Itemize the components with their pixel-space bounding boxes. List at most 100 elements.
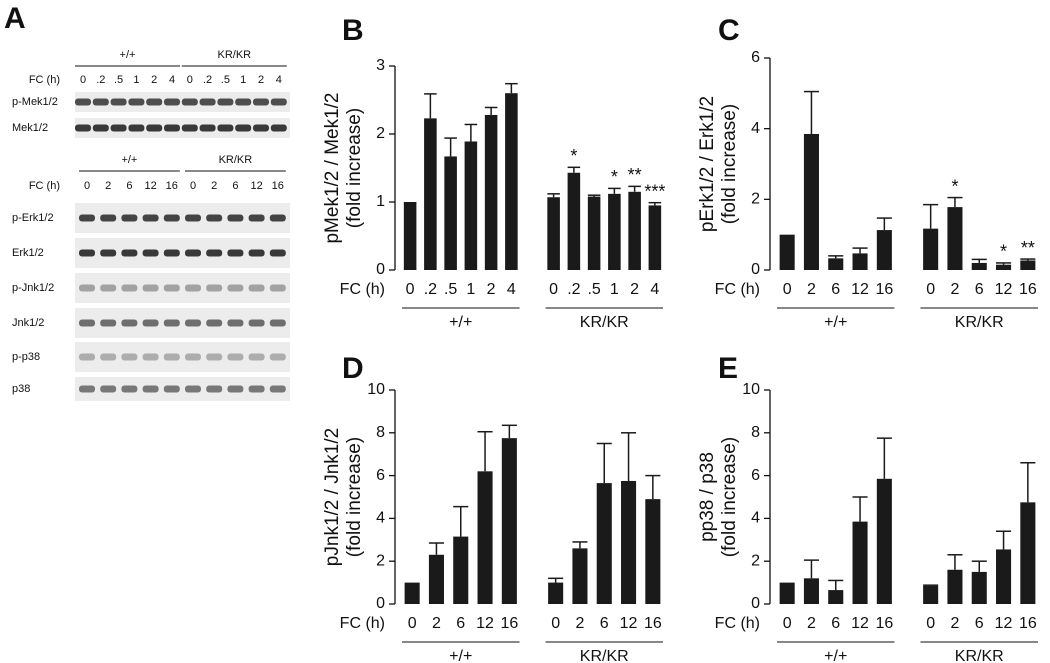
blot-band (110, 98, 127, 106)
x-tick-label: 0 (783, 615, 792, 632)
bar (501, 438, 517, 604)
error-bar (464, 123, 478, 142)
error-bar (596, 442, 612, 484)
y-tick-label: 4 (751, 120, 760, 137)
x-tick-label: 0 (783, 281, 792, 298)
x-tick-label: 16 (1019, 281, 1037, 298)
lane-label: 2 (211, 180, 217, 192)
x-tick-label: .2 (567, 281, 580, 298)
y-axis-label: (fold increase) (719, 437, 740, 557)
bar (947, 207, 963, 270)
error-bar (947, 554, 963, 570)
lane-label: 2 (258, 74, 264, 86)
lane-label: .2 (96, 74, 105, 86)
y-tick-label: 2 (376, 552, 385, 569)
x-tick-label: 6 (831, 281, 840, 298)
bar (828, 258, 844, 270)
blot-band (79, 385, 95, 393)
error-bar (587, 194, 601, 197)
significance-label: * (570, 146, 577, 166)
blot-band (206, 319, 223, 327)
blot-band (92, 98, 109, 106)
lane-label: 6 (232, 180, 238, 192)
y-tick-label: 4 (376, 510, 385, 527)
error-bar (648, 201, 662, 206)
blot-band (121, 284, 138, 292)
y-axis-label: pMek1/2 / Mek1/2 (322, 92, 343, 243)
lane-label: 0 (84, 180, 90, 192)
error-bar (645, 474, 661, 500)
group-label: KR/KR (217, 49, 251, 61)
error-bar (828, 255, 844, 259)
blot-band (185, 319, 201, 327)
blot-row-label: p-Erk1/2 (12, 212, 54, 224)
panel-letter: C (718, 14, 740, 47)
x-tick-label: 6 (456, 615, 465, 632)
blot-band (100, 319, 117, 327)
bar (876, 478, 892, 604)
group-label: KR/KR (580, 648, 629, 663)
error-bar (608, 187, 621, 194)
x-tick-label: 0 (406, 281, 415, 298)
significance-label: * (951, 176, 958, 196)
y-tick-label: 10 (367, 381, 385, 398)
x-tick-label: 12 (476, 615, 494, 632)
error-bar (628, 185, 641, 192)
bar (453, 536, 469, 604)
blot-band (146, 124, 163, 132)
x-tick-label: 6 (975, 615, 984, 632)
error-bar (505, 82, 518, 94)
blot-band (163, 319, 180, 327)
blot-band (110, 124, 127, 132)
group-label: +/+ (449, 314, 472, 331)
blot-band (75, 124, 91, 132)
y-tick-label: 2 (751, 191, 760, 208)
blot-band (206, 385, 223, 393)
blot-band (270, 98, 287, 106)
x-tick-label: 12 (620, 615, 638, 632)
x-tick-label: 12 (995, 615, 1013, 632)
significance-label: ** (1021, 238, 1035, 258)
bar (1020, 502, 1036, 604)
panel-letter: E (718, 352, 738, 385)
y-tick-label: 8 (376, 424, 385, 441)
lane-label: 1 (240, 74, 246, 86)
y-axis-label: pp38 / p38 (697, 452, 718, 542)
y-tick-label: 6 (751, 467, 760, 484)
error-bar (1020, 462, 1036, 503)
blot-band (248, 319, 265, 327)
lane-label: 2 (151, 74, 157, 86)
error-bar (1020, 258, 1036, 261)
group-label: KR/KR (955, 648, 1004, 663)
x-axis-label: FC (h) (715, 281, 760, 298)
error-bar (548, 577, 564, 583)
blot-band (227, 319, 244, 327)
x-tick-label: 2 (807, 615, 816, 632)
bar (996, 264, 1012, 270)
bar (608, 193, 621, 270)
x-tick-label: 6 (600, 615, 609, 632)
y-axis-label: pErk1/2 / Erk1/2 (697, 96, 718, 232)
bar (587, 196, 601, 270)
bar (547, 197, 560, 270)
y-axis-label: pJnk1/2 / Jnk1/2 (322, 428, 343, 566)
x-tick-label: 6 (975, 281, 984, 298)
bar (923, 585, 939, 604)
error-bar (828, 579, 844, 591)
bar (404, 582, 420, 604)
lane-label: .5 (221, 74, 230, 86)
error-bar (477, 430, 493, 472)
x-tick-label: 16 (1019, 615, 1037, 632)
blot-band (121, 319, 138, 327)
x-axis-label: FC (h) (340, 615, 385, 632)
significance-label: * (1000, 242, 1007, 262)
bar (852, 521, 868, 604)
blot-band (217, 124, 234, 132)
lane-axis-label: FC (h) (29, 180, 60, 192)
y-axis-label: (fold increase) (719, 104, 740, 224)
blot-band (248, 214, 265, 222)
bar (477, 471, 493, 604)
blot-band (79, 353, 95, 361)
blot-band (142, 214, 159, 222)
